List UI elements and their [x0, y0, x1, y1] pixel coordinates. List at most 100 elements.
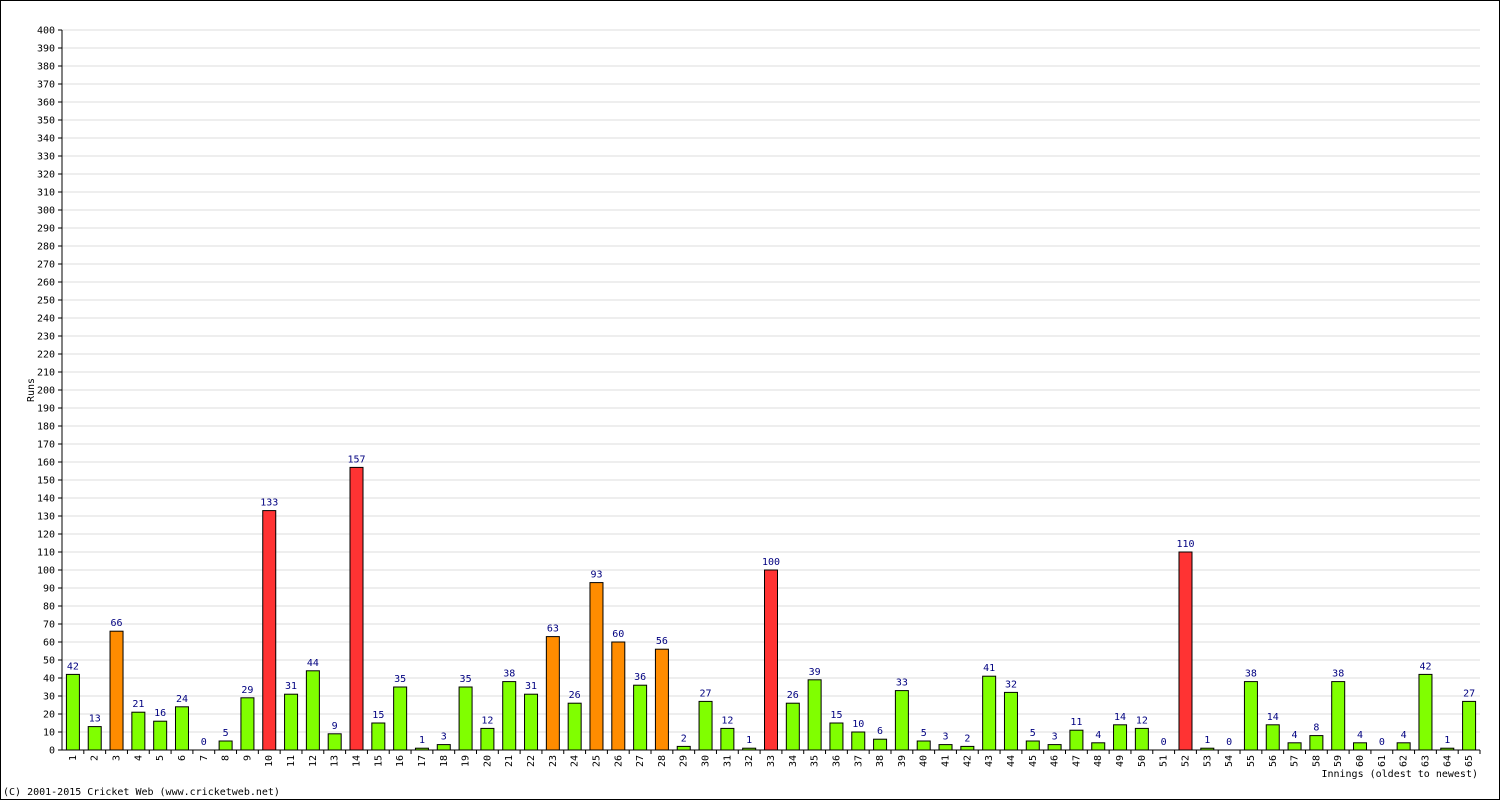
y-tick-label: 70: [43, 620, 55, 631]
value-label: 1: [1204, 735, 1210, 746]
value-label: 100: [762, 557, 780, 568]
value-label: 14: [1267, 712, 1279, 723]
bar: [480, 727, 495, 751]
y-tick-label: 200: [37, 386, 55, 397]
value-label: 4: [1292, 730, 1298, 741]
x-tick-label: 37: [853, 755, 864, 767]
bar: [305, 670, 320, 751]
value-label: 24: [176, 694, 188, 705]
x-tick-label: 25: [591, 755, 602, 767]
bar: [654, 648, 669, 751]
value-label: 12: [1136, 715, 1148, 726]
value-label: 1: [746, 735, 752, 746]
bar: [1243, 681, 1258, 751]
x-tick-label: 34: [788, 755, 799, 767]
value-label: 6: [877, 726, 883, 737]
bar: [414, 747, 429, 751]
value-label: 63: [547, 624, 559, 635]
x-tick-label: 18: [439, 755, 450, 767]
value-label: 27: [1463, 688, 1475, 699]
x-tick-label: 48: [1093, 755, 1104, 767]
x-tick-label: 31: [722, 755, 733, 767]
value-label: 38: [1332, 669, 1344, 680]
value-label: 35: [394, 674, 406, 685]
value-label: 5: [1030, 728, 1036, 739]
y-tick-label: 260: [37, 278, 55, 289]
y-tick-label: 220: [37, 350, 55, 361]
x-tick-label: 11: [286, 755, 297, 767]
bar: [807, 679, 822, 751]
bar: [1396, 742, 1411, 751]
x-tick-label: 32: [744, 755, 755, 767]
bar: [1003, 691, 1018, 751]
bar: [65, 673, 80, 751]
bar: [1113, 724, 1128, 751]
x-tick-label: 45: [1028, 755, 1039, 767]
x-tick-label: 54: [1224, 755, 1235, 767]
bar: [982, 675, 997, 751]
x-tick-label: 27: [635, 755, 646, 767]
bar: [1134, 727, 1149, 751]
y-tick-label: 280: [37, 242, 55, 253]
x-tick-label: 7: [199, 755, 210, 761]
x-tick-label: 33: [766, 755, 777, 767]
bar: [916, 740, 931, 751]
value-label: 26: [569, 690, 581, 701]
y-tick-label: 360: [37, 98, 55, 109]
y-tick-label: 110: [37, 548, 55, 559]
x-tick-label: 61: [1377, 755, 1388, 767]
x-tick-label: 51: [1159, 755, 1170, 767]
bar: [1440, 747, 1455, 751]
y-tick-label: 210: [37, 368, 55, 379]
value-label: 9: [332, 721, 338, 732]
y-tick-label: 230: [37, 332, 55, 343]
bar: [764, 569, 778, 751]
y-tick-label: 390: [37, 44, 55, 55]
bar: [262, 510, 277, 751]
x-tick-label: 50: [1137, 755, 1148, 767]
bar: [785, 702, 800, 751]
bar: [1331, 681, 1346, 751]
bar: [371, 722, 386, 751]
value-label: 38: [1245, 669, 1257, 680]
x-tick-label: 13: [330, 755, 341, 767]
x-tick-label: 20: [482, 755, 493, 767]
x-tick-label: 24: [570, 755, 581, 767]
bar: [524, 693, 539, 751]
value-label: 56: [656, 636, 668, 647]
x-tick-label: 26: [613, 755, 624, 767]
value-label: 5: [921, 728, 927, 739]
x-tick-label: 19: [461, 755, 472, 767]
x-tick-label: 17: [417, 755, 428, 767]
value-label: 32: [1005, 679, 1017, 690]
value-label: 12: [721, 715, 733, 726]
bar: [589, 582, 604, 751]
bar: [153, 720, 168, 751]
x-tick-label: 21: [504, 755, 515, 767]
bar: [502, 681, 517, 751]
y-tick-label: 20: [43, 710, 55, 721]
value-label: 14: [1114, 712, 1126, 723]
value-label: 31: [285, 681, 297, 692]
value-label: 29: [241, 685, 253, 696]
x-tick-label: 40: [919, 755, 930, 767]
x-tick-label: 1: [68, 755, 79, 761]
y-tick-label: 370: [37, 80, 55, 91]
bar: [1265, 724, 1280, 751]
value-label: 12: [481, 715, 493, 726]
bar: [109, 630, 124, 751]
bar: [436, 744, 451, 751]
bar: [327, 733, 342, 751]
bar: [720, 727, 735, 751]
x-tick-label: 64: [1442, 755, 1453, 767]
bar: [1309, 735, 1324, 751]
x-tick-label: 36: [831, 755, 842, 767]
bar: [829, 722, 844, 751]
y-tick-label: 300: [37, 206, 55, 217]
x-tick-label: 57: [1290, 755, 1301, 767]
value-label: 33: [896, 678, 908, 689]
x-tick-label: 58: [1311, 755, 1322, 767]
value-label: 15: [372, 710, 384, 721]
value-label: 5: [223, 728, 229, 739]
x-tick-label: 43: [984, 755, 995, 767]
